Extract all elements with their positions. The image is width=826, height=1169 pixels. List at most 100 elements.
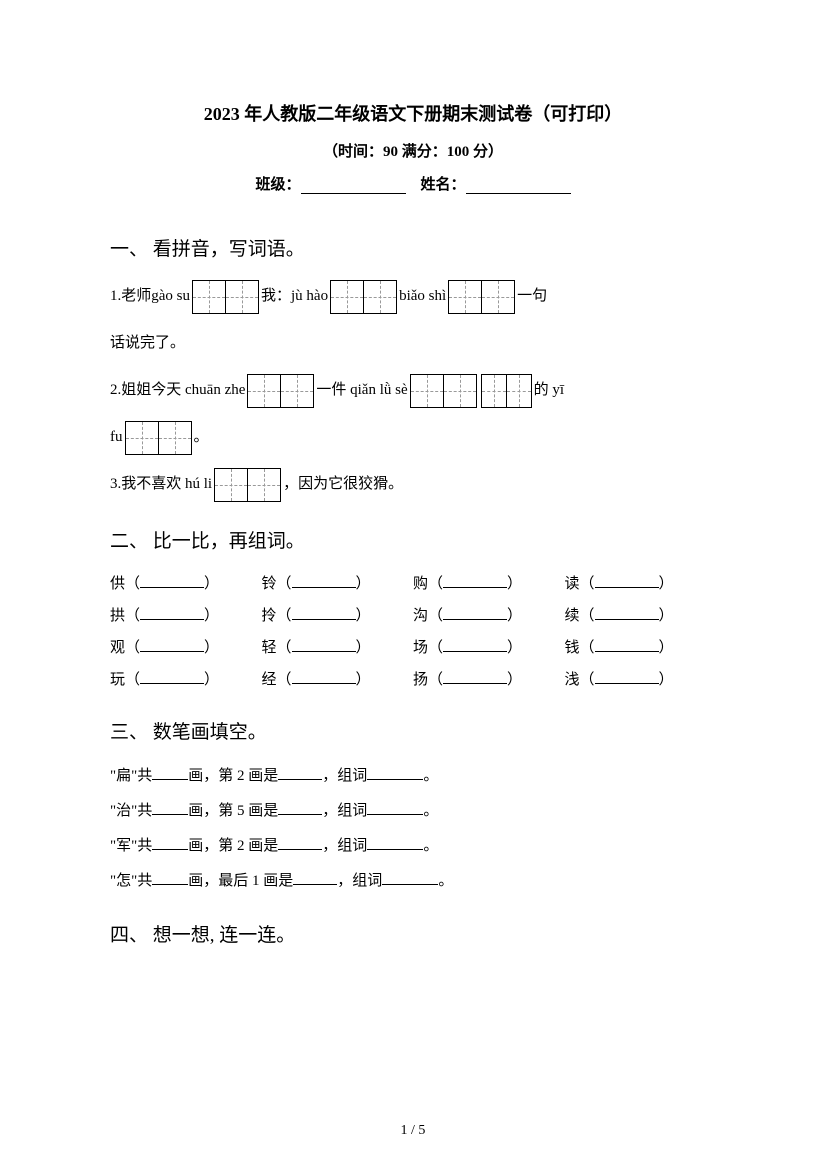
q1-text-1: 1.老师gào su [110,277,190,316]
section-4: 四、 想一想, 连一连。 [110,920,716,947]
grid-qianlvse-extra[interactable] [481,374,532,408]
char: 续 [565,608,580,624]
word-item: 经（） [262,665,414,695]
stroke-char: 治 [116,803,131,819]
word-blank[interactable] [595,638,659,652]
grid-yifu[interactable] [125,421,192,455]
class-blank[interactable] [301,178,406,194]
char: 玩 [110,672,125,688]
q2-text-3: 的 yī [534,371,564,410]
stroke-count-blank[interactable] [152,766,188,780]
q1-text-5: 话说完了。 [110,324,185,363]
word-item: 轻（） [262,633,414,663]
stroke-char: 怎 [116,873,131,889]
word-blank[interactable] [367,801,423,815]
grid-juhao[interactable] [330,280,397,314]
document-title: 2023 年人教版二年级语文下册期末测试卷（可打印） [110,100,716,126]
stroke-blank[interactable] [293,871,337,885]
q2-text-5: 。 [194,418,209,457]
word-blank[interactable] [292,606,356,620]
char: 拎 [262,608,277,624]
stroke-end: ，组词 [322,838,367,854]
word-blank[interactable] [595,574,659,588]
q2-text-2: 一件 qiǎn lǜ sè [316,371,407,410]
stroke-which: 第 5 画是 [218,803,278,819]
word-blank[interactable] [382,871,438,885]
word-blank[interactable] [443,606,507,620]
q3-text-2: ，因为它很狡猾。 [283,465,403,504]
section-2: 二、 比一比，再组词。 供（） 铃（） 购（） 读（） 拱（） 拎（） 沟（） … [110,526,716,695]
stroke-which: 第 2 画是 [218,838,278,854]
q1-line2: 2.姐姐今天 chuān zhe 一件 qiǎn lǜ sè 的 yī [110,371,716,410]
stroke-end: ，组词 [322,768,367,784]
char: 经 [262,672,277,688]
name-label: 姓名： [421,177,466,193]
word-blank[interactable] [367,766,423,780]
stroke-char: 军 [116,838,131,854]
word-row-2: 观（） 轻（） 场（） 钱（） [110,633,716,663]
section-2-header: 二、 比一比，再组词。 [110,526,716,553]
word-blank[interactable] [443,574,507,588]
word-item: 供（） [110,569,262,599]
section-3-header: 三、 数笔画填空。 [110,717,716,744]
char: 轻 [262,640,277,656]
char: 供 [110,576,125,592]
stroke-count-blank[interactable] [152,871,188,885]
class-label: 班级： [255,177,300,193]
word-blank[interactable] [140,638,204,652]
name-blank[interactable] [466,178,571,194]
stroke-blank[interactable] [278,801,322,815]
q1-line3: 3.我不喜欢 hú li ，因为它很狡猾。 [110,465,716,504]
word-blank[interactable] [595,606,659,620]
word-blank[interactable] [140,574,204,588]
word-item: 购（） [413,569,565,599]
word-blank[interactable] [140,606,204,620]
word-item: 钱（） [565,633,717,663]
section-1: 一、 看拼音，写词语。 1.老师gào su 我：jù hào biǎo shì… [110,234,716,504]
word-blank[interactable] [140,670,204,684]
word-item: 读（） [565,569,717,599]
q1-text-4: 一句 [517,277,547,316]
stroke-blank[interactable] [278,836,322,850]
word-blank[interactable] [292,638,356,652]
stroke-line-3: "怎"共画，最后 1 画是，组词。 [110,865,716,898]
word-blank[interactable] [443,670,507,684]
stroke-which: 第 2 画是 [218,768,278,784]
word-item: 场（） [413,633,565,663]
word-blank[interactable] [292,574,356,588]
word-item: 续（） [565,601,717,631]
q3-text-1: 3.我不喜欢 hú li [110,465,212,504]
word-blank[interactable] [443,638,507,652]
word-row-3: 玩（） 经（） 扬（） 浅（） [110,665,716,695]
grid-chuanzhe[interactable] [247,374,314,408]
stroke-line-1: "治"共画，第 5 画是，组词。 [110,795,716,828]
char: 钱 [565,640,580,656]
char: 铃 [262,576,277,592]
q1-line2b: fu 。 [110,418,716,457]
grid-huli[interactable] [214,468,281,502]
grid-biaoshi[interactable] [448,280,515,314]
word-item: 铃（） [262,569,414,599]
word-blank[interactable] [367,836,423,850]
stroke-blank[interactable] [278,766,322,780]
word-item: 观（） [110,633,262,663]
word-item: 拎（） [262,601,414,631]
word-blank[interactable] [292,670,356,684]
stroke-count-blank[interactable] [152,836,188,850]
section-4-header: 四、 想一想, 连一连。 [110,920,716,947]
char: 读 [565,576,580,592]
char: 沟 [413,608,428,624]
word-item: 沟（） [413,601,565,631]
page-number: 1 / 5 [0,1123,826,1139]
student-info-line: 班级： 姓名： [110,173,716,194]
char: 拱 [110,608,125,624]
word-row-0: 供（） 铃（） 购（） 读（） [110,569,716,599]
word-item: 玩（） [110,665,262,695]
stroke-count-blank[interactable] [152,801,188,815]
grid-gaosu[interactable] [192,280,259,314]
stroke-which: 最后 1 画是 [218,873,293,889]
word-item: 浅（） [565,665,717,695]
char: 场 [413,640,428,656]
word-blank[interactable] [595,670,659,684]
grid-qianlvse[interactable] [410,374,477,408]
